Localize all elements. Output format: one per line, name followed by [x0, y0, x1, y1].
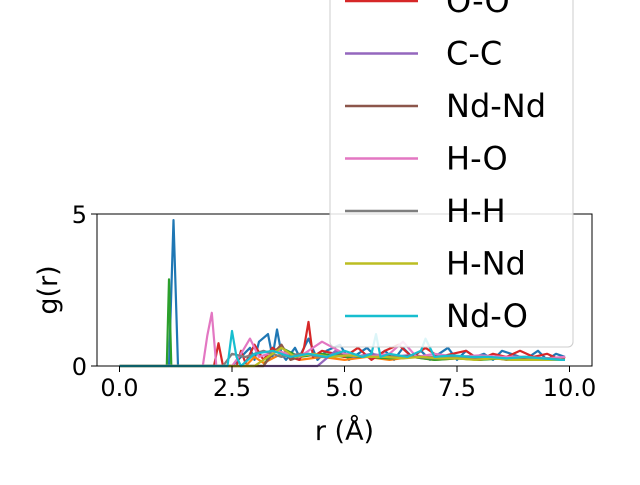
series-line-h-nd — [119, 346, 565, 368]
y-axis-ticks: 05 — [72, 201, 97, 381]
series-line-h-o — [119, 311, 566, 368]
y-axis-label: g(r) — [33, 265, 64, 314]
legend-label: Nd-Nd — [446, 87, 546, 125]
legend-label: O-O — [446, 0, 510, 20]
x-tick-label: 7.5 — [438, 374, 476, 402]
x-tick-label: 5.0 — [325, 374, 363, 402]
legend-items: O-O C-C Nd-Nd H-O H-H H-Nd Nd-O — [345, 0, 546, 335]
x-axis-label: r (Å) — [315, 415, 374, 447]
legend-label: H-O — [446, 140, 508, 178]
plot-lines — [119, 219, 566, 368]
x-tick-label: 2.5 — [213, 374, 251, 402]
legend-label: H-Nd — [446, 245, 526, 283]
legend-label: Nd-O — [446, 297, 528, 335]
x-tick-label: 0.0 — [100, 374, 138, 402]
legend-box — [329, 0, 574, 348]
legend-label: H-H — [446, 192, 506, 230]
y-tick-label: 5 — [72, 201, 87, 229]
x-axis-ticks: 0.0 2.5 5.0 7.5 10.0 — [100, 366, 596, 402]
x-tick-label: 10.0 — [543, 374, 596, 402]
legend-label: C-C — [446, 35, 502, 73]
legend: O-O C-C Nd-Nd H-O H-H H-Nd Nd-O — [329, 0, 574, 348]
y-tick-label: 0 — [72, 353, 87, 381]
